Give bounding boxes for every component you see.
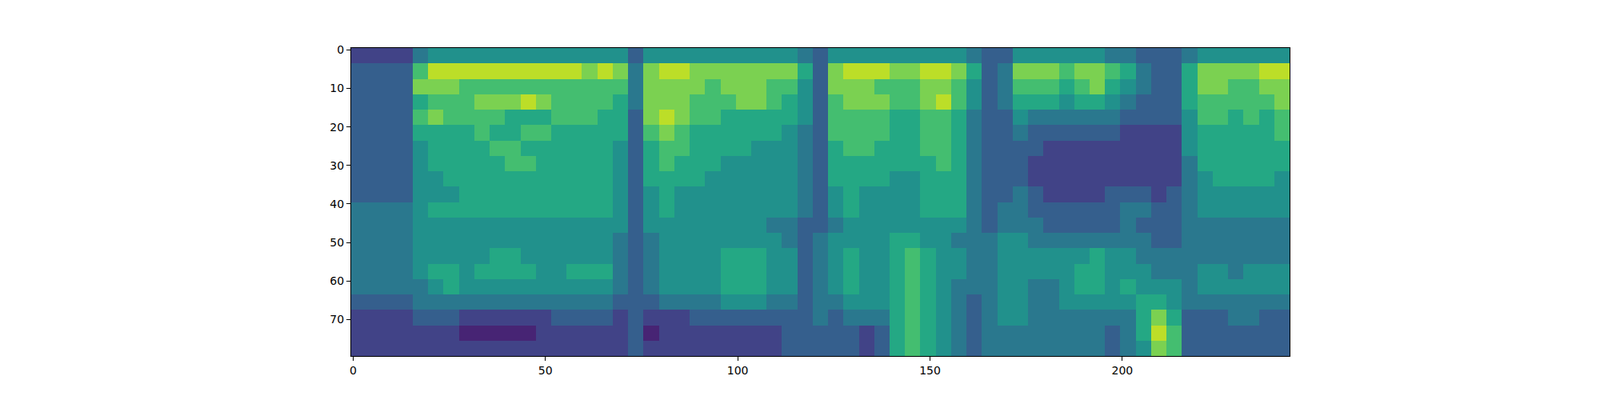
- svg-text:60: 60: [329, 274, 344, 288]
- svg-text:30: 30: [329, 159, 344, 172]
- svg-text:0: 0: [336, 43, 344, 56]
- svg-text:70: 70: [329, 312, 344, 326]
- svg-text:150: 150: [919, 364, 941, 377]
- svg-text:10: 10: [329, 81, 344, 95]
- svg-text:100: 100: [727, 364, 749, 377]
- svg-text:20: 20: [329, 120, 344, 134]
- svg-text:0: 0: [349, 364, 357, 377]
- svg-text:50: 50: [329, 236, 344, 249]
- svg-text:50: 50: [538, 364, 553, 377]
- svg-text:200: 200: [1112, 364, 1134, 377]
- svg-text:40: 40: [329, 197, 344, 211]
